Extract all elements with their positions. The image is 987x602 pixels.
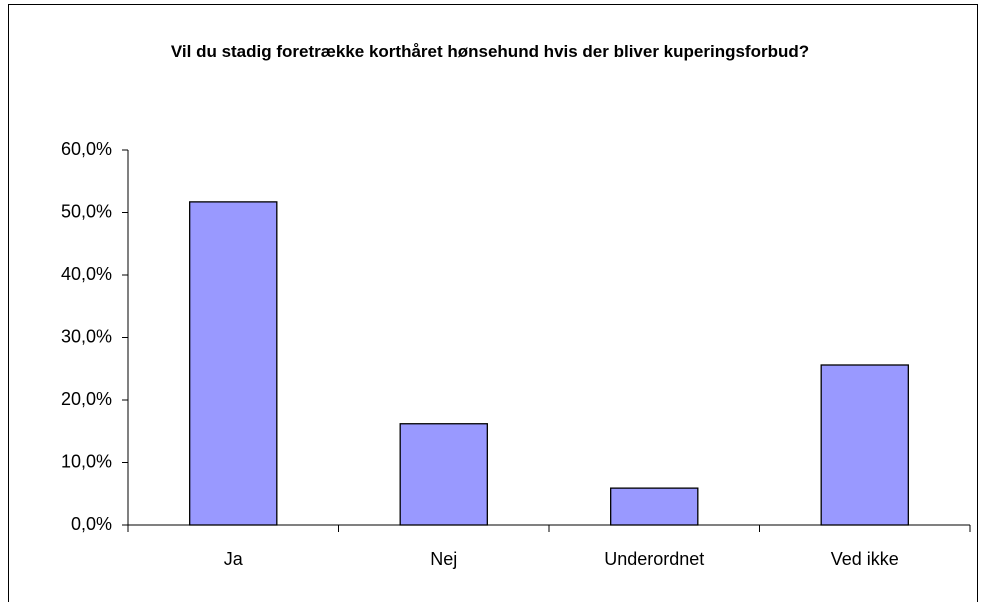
y-tick-label: 60,0% (61, 139, 112, 159)
y-tick-label: 30,0% (61, 326, 112, 346)
y-tick-label: 10,0% (61, 451, 112, 471)
x-tick-label: Ved ikke (831, 549, 899, 569)
bar (399, 423, 488, 526)
bar (610, 487, 699, 526)
chart-title: Vil du stadig foretrække korthåret hønse… (170, 42, 810, 61)
chart-frame (8, 4, 978, 602)
y-tick-label: 40,0% (61, 264, 112, 284)
y-tick-label: 50,0% (61, 201, 112, 221)
x-tick-label: Ja (224, 549, 244, 569)
x-tick-label: Underordnet (604, 549, 704, 569)
y-tick-label: 0,0% (71, 514, 112, 534)
bar (189, 201, 278, 526)
y-tick-label: 20,0% (61, 389, 112, 409)
bar (820, 364, 909, 526)
x-tick-label: Nej (430, 549, 457, 569)
